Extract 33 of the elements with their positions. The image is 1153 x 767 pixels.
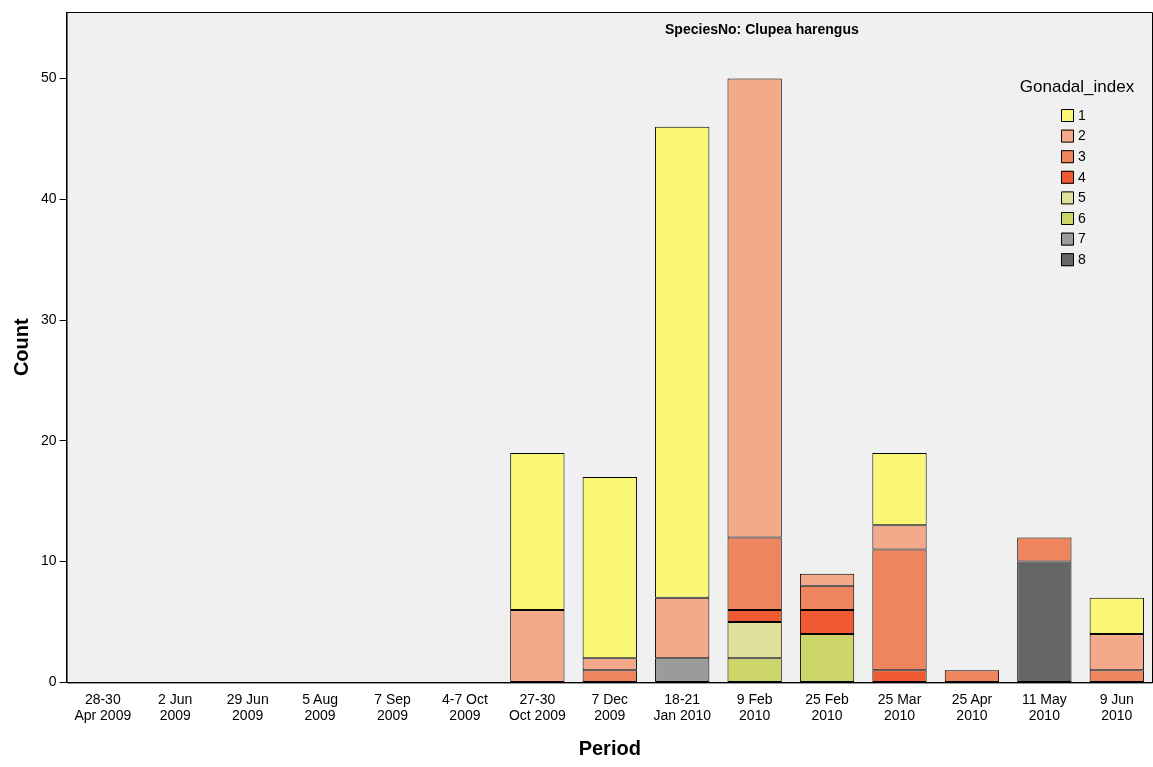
x-tick-label: 25 Apr 2010 [951,690,993,724]
x-tick-label: 7 Sep 2009 [374,690,411,724]
x-tick-label: 4-7 Oct 2009 [441,690,488,724]
x-tick-label: 29 Jun 2009 [226,690,269,724]
x-tick-label: 28-30 Apr 2009 [74,690,132,724]
legend-label: 8 [1078,251,1086,268]
x-axis-title: Period [578,736,641,759]
legend-label: 4 [1078,168,1086,185]
y-tick-label: 10 [40,552,57,569]
x-tick-label: 18-21 Jan 2010 [653,690,712,724]
y-tick-label: 40 [40,190,57,207]
x-tick-label: 9 Feb 2010 [736,690,773,724]
legend-label: 6 [1078,209,1086,226]
y-tick-label: 20 [40,431,57,448]
x-tick-label: 7 Dec 2009 [591,690,629,724]
y-tick-label: 0 [48,673,57,690]
legend-title: Gonadal_index [1019,76,1135,96]
x-tick-label: 5 Aug 2009 [302,690,338,724]
x-tick-label: 9 Jun 2010 [1099,690,1134,724]
y-tick-label: 50 [40,69,57,86]
y-axis-title: Count [9,317,32,377]
x-tick-label: 27-30 Oct 2009 [508,690,566,724]
legend-label: 7 [1078,230,1086,247]
x-tick-label: 25 Mar 2010 [877,690,922,724]
y-tick-label: 30 [40,310,57,327]
legend-label: 5 [1078,189,1086,206]
text: SpeciesNo: Clupea harengus [665,20,859,37]
legend-label: 3 [1078,148,1086,165]
x-tick-label: 25 Feb 2010 [805,690,850,724]
legend-label: 1 [1078,106,1086,123]
x-tick-label: 2 Jun 2009 [158,690,193,724]
legend-label: 2 [1078,127,1086,144]
x-tick-label: 11 May 2010 [1021,690,1067,724]
